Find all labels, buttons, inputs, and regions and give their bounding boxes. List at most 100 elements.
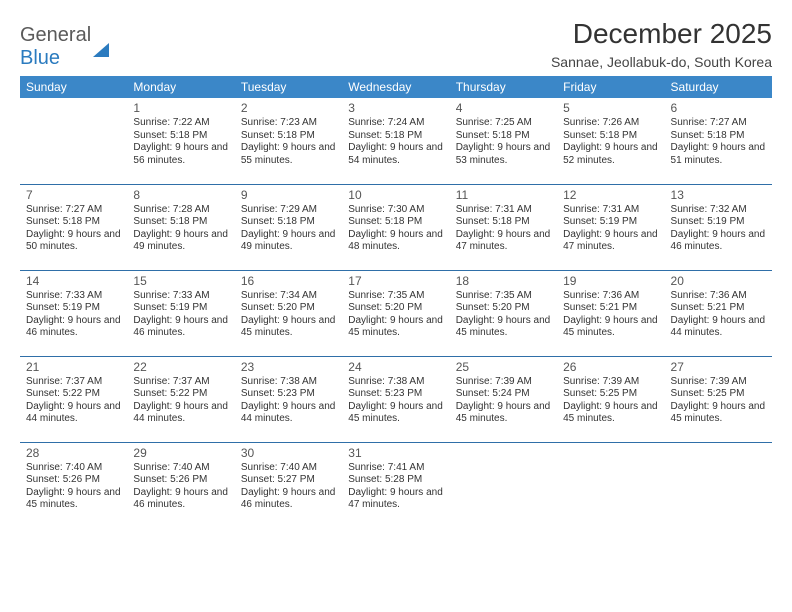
sunrise-text: Sunrise: 7:38 AM [348, 376, 443, 389]
day-header: Wednesday [342, 76, 449, 98]
day-number: 29 [133, 446, 228, 461]
daylight-text: Daylight: 9 hours and 55 minutes. [241, 142, 336, 167]
sunset-text: Sunset: 5:21 PM [671, 302, 766, 315]
sunset-text: Sunset: 5:23 PM [241, 388, 336, 401]
day-number: 28 [26, 446, 121, 461]
sunrise-text: Sunrise: 7:40 AM [241, 462, 336, 475]
sunset-text: Sunset: 5:18 PM [348, 130, 443, 143]
sunrise-text: Sunrise: 7:35 AM [456, 290, 551, 303]
sunset-text: Sunset: 5:20 PM [241, 302, 336, 315]
sunset-text: Sunset: 5:18 PM [133, 130, 228, 143]
sunrise-text: Sunrise: 7:37 AM [133, 376, 228, 389]
calendar-day-cell: 25Sunrise: 7:39 AMSunset: 5:24 PMDayligh… [450, 356, 557, 442]
day-number: 19 [563, 274, 658, 289]
sunset-text: Sunset: 5:24 PM [456, 388, 551, 401]
daylight-text: Daylight: 9 hours and 49 minutes. [133, 229, 228, 254]
day-header: Tuesday [235, 76, 342, 98]
day-number: 7 [26, 188, 121, 203]
calendar-week-row: 14Sunrise: 7:33 AMSunset: 5:19 PMDayligh… [20, 270, 772, 356]
sunrise-text: Sunrise: 7:22 AM [133, 117, 228, 130]
sunrise-text: Sunrise: 7:41 AM [348, 462, 443, 475]
calendar-day-cell: 14Sunrise: 7:33 AMSunset: 5:19 PMDayligh… [20, 270, 127, 356]
sunset-text: Sunset: 5:27 PM [241, 474, 336, 487]
calendar-day-cell [450, 442, 557, 528]
sunrise-text: Sunrise: 7:33 AM [133, 290, 228, 303]
day-number: 14 [26, 274, 121, 289]
day-number: 16 [241, 274, 336, 289]
daylight-text: Daylight: 9 hours and 45 minutes. [563, 315, 658, 340]
header: General Blue December 2025 Sannae, Jeoll… [20, 18, 772, 70]
sunset-text: Sunset: 5:26 PM [26, 474, 121, 487]
daylight-text: Daylight: 9 hours and 45 minutes. [456, 401, 551, 426]
day-number: 18 [456, 274, 551, 289]
sunrise-text: Sunrise: 7:31 AM [456, 204, 551, 217]
sunset-text: Sunset: 5:18 PM [26, 216, 121, 229]
sunset-text: Sunset: 5:20 PM [348, 302, 443, 315]
calendar-day-cell: 26Sunrise: 7:39 AMSunset: 5:25 PMDayligh… [557, 356, 664, 442]
sunset-text: Sunset: 5:22 PM [133, 388, 228, 401]
sunrise-text: Sunrise: 7:24 AM [348, 117, 443, 130]
calendar-day-cell [665, 442, 772, 528]
logo-word2: Blue [20, 47, 60, 69]
daylight-text: Daylight: 9 hours and 45 minutes. [348, 401, 443, 426]
calendar-day-cell: 2Sunrise: 7:23 AMSunset: 5:18 PMDaylight… [235, 98, 342, 184]
daylight-text: Daylight: 9 hours and 48 minutes. [348, 229, 443, 254]
day-number: 22 [133, 360, 228, 375]
sunset-text: Sunset: 5:18 PM [456, 130, 551, 143]
calendar-day-cell: 30Sunrise: 7:40 AMSunset: 5:27 PMDayligh… [235, 442, 342, 528]
sunrise-text: Sunrise: 7:33 AM [26, 290, 121, 303]
calendar-day-cell: 20Sunrise: 7:36 AMSunset: 5:21 PMDayligh… [665, 270, 772, 356]
sunset-text: Sunset: 5:19 PM [671, 216, 766, 229]
calendar-day-cell: 29Sunrise: 7:40 AMSunset: 5:26 PMDayligh… [127, 442, 234, 528]
sunrise-text: Sunrise: 7:28 AM [133, 204, 228, 217]
calendar-day-cell: 21Sunrise: 7:37 AMSunset: 5:22 PMDayligh… [20, 356, 127, 442]
sunrise-text: Sunrise: 7:27 AM [671, 117, 766, 130]
sunset-text: Sunset: 5:22 PM [26, 388, 121, 401]
calendar-week-row: 7Sunrise: 7:27 AMSunset: 5:18 PMDaylight… [20, 184, 772, 270]
calendar-day-cell: 18Sunrise: 7:35 AMSunset: 5:20 PMDayligh… [450, 270, 557, 356]
calendar-day-cell: 23Sunrise: 7:38 AMSunset: 5:23 PMDayligh… [235, 356, 342, 442]
daylight-text: Daylight: 9 hours and 47 minutes. [456, 229, 551, 254]
day-header: Saturday [665, 76, 772, 98]
daylight-text: Daylight: 9 hours and 52 minutes. [563, 142, 658, 167]
daylight-text: Daylight: 9 hours and 46 minutes. [133, 487, 228, 512]
day-number: 13 [671, 188, 766, 203]
sunset-text: Sunset: 5:18 PM [671, 130, 766, 143]
calendar-day-cell: 15Sunrise: 7:33 AMSunset: 5:19 PMDayligh… [127, 270, 234, 356]
sunrise-text: Sunrise: 7:32 AM [671, 204, 766, 217]
day-number: 1 [133, 101, 228, 116]
day-number: 4 [456, 101, 551, 116]
calendar-week-row: 28Sunrise: 7:40 AMSunset: 5:26 PMDayligh… [20, 442, 772, 528]
sunrise-text: Sunrise: 7:39 AM [456, 376, 551, 389]
calendar-day-cell: 28Sunrise: 7:40 AMSunset: 5:26 PMDayligh… [20, 442, 127, 528]
calendar-day-cell: 9Sunrise: 7:29 AMSunset: 5:18 PMDaylight… [235, 184, 342, 270]
daylight-text: Daylight: 9 hours and 45 minutes. [348, 315, 443, 340]
daylight-text: Daylight: 9 hours and 56 minutes. [133, 142, 228, 167]
daylight-text: Daylight: 9 hours and 53 minutes. [456, 142, 551, 167]
calendar-day-cell: 3Sunrise: 7:24 AMSunset: 5:18 PMDaylight… [342, 98, 449, 184]
calendar-day-cell: 7Sunrise: 7:27 AMSunset: 5:18 PMDaylight… [20, 184, 127, 270]
calendar-day-cell: 22Sunrise: 7:37 AMSunset: 5:22 PMDayligh… [127, 356, 234, 442]
day-number: 26 [563, 360, 658, 375]
calendar-header-row: SundayMondayTuesdayWednesdayThursdayFrid… [20, 76, 772, 98]
calendar-week-row: 21Sunrise: 7:37 AMSunset: 5:22 PMDayligh… [20, 356, 772, 442]
daylight-text: Daylight: 9 hours and 45 minutes. [26, 487, 121, 512]
day-number: 2 [241, 101, 336, 116]
calendar-day-cell [20, 98, 127, 184]
sunset-text: Sunset: 5:18 PM [241, 216, 336, 229]
sunrise-text: Sunrise: 7:34 AM [241, 290, 336, 303]
daylight-text: Daylight: 9 hours and 44 minutes. [26, 401, 121, 426]
day-number: 15 [133, 274, 228, 289]
calendar-day-cell: 5Sunrise: 7:26 AMSunset: 5:18 PMDaylight… [557, 98, 664, 184]
daylight-text: Daylight: 9 hours and 44 minutes. [241, 401, 336, 426]
sunrise-text: Sunrise: 7:39 AM [563, 376, 658, 389]
daylight-text: Daylight: 9 hours and 45 minutes. [241, 315, 336, 340]
day-number: 3 [348, 101, 443, 116]
sunset-text: Sunset: 5:20 PM [456, 302, 551, 315]
day-header: Thursday [450, 76, 557, 98]
calendar-day-cell: 17Sunrise: 7:35 AMSunset: 5:20 PMDayligh… [342, 270, 449, 356]
sunset-text: Sunset: 5:23 PM [348, 388, 443, 401]
daylight-text: Daylight: 9 hours and 44 minutes. [133, 401, 228, 426]
calendar-day-cell: 27Sunrise: 7:39 AMSunset: 5:25 PMDayligh… [665, 356, 772, 442]
day-number: 5 [563, 101, 658, 116]
